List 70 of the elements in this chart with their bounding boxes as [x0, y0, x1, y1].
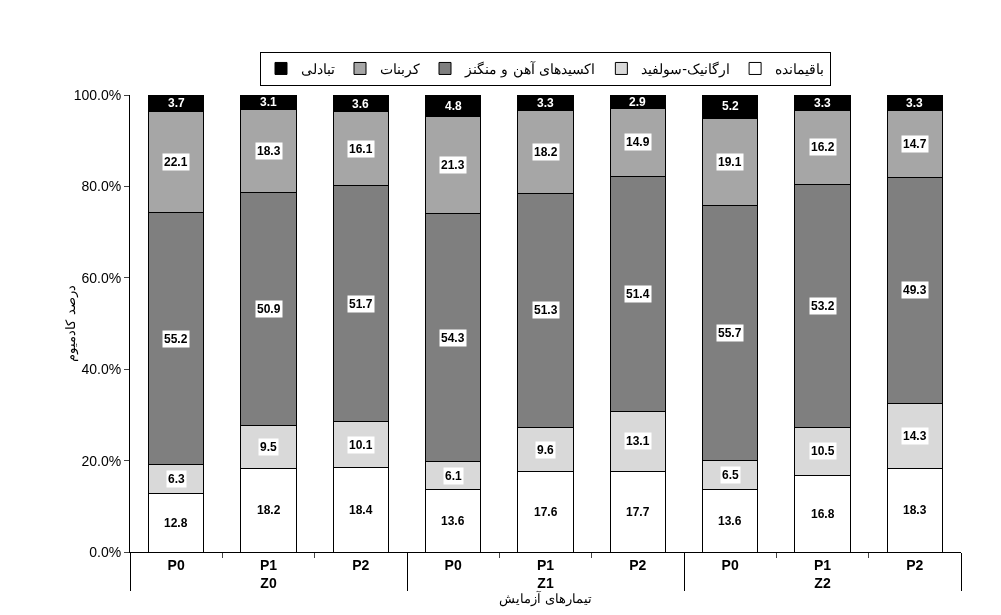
data-label: 6.3	[168, 472, 186, 486]
data-label: 13.6	[718, 514, 742, 528]
data-label: 9.6	[537, 443, 555, 457]
text: Z0	[260, 574, 277, 591]
data-label: 5.2	[722, 99, 740, 113]
data-label: 18.2	[257, 503, 281, 517]
data-label: 16.8	[811, 507, 835, 521]
x-tick-label: P1	[536, 556, 555, 573]
data-label: 54.3	[441, 331, 465, 345]
data-label: 3.6	[352, 97, 370, 111]
data-label: 21.3	[441, 158, 465, 172]
data-label: 14.3	[903, 429, 927, 443]
legend-label: تبادلی	[301, 60, 335, 77]
data-label: 13.1	[626, 434, 650, 448]
legend-label: ارگانیک-سولفید	[641, 60, 731, 78]
data-label: 6.1	[445, 469, 463, 483]
data-label: 51.7	[349, 297, 373, 311]
data-label: 6.5	[722, 468, 740, 482]
data-label: 16.1	[349, 142, 373, 156]
x-tick-label: P2	[352, 556, 370, 573]
data-label: 22.1	[164, 155, 188, 169]
data-label: 55.7	[718, 326, 742, 340]
y-tick-label: 100.0%	[73, 86, 122, 103]
data-label: 10.5	[811, 444, 835, 458]
data-label: 14.9	[626, 135, 650, 149]
data-label: 2.9	[629, 95, 647, 109]
data-label: 3.3	[906, 96, 924, 110]
y-tick-label: 40.0%	[81, 361, 122, 378]
data-label: 3.7	[168, 96, 186, 110]
data-label: 18.3	[903, 503, 927, 517]
x-tick-label: P1	[259, 556, 278, 573]
data-label: 55.2	[164, 332, 188, 346]
y-tick-label: 60.0%	[81, 269, 122, 286]
legend-label: اکسیدهای آهن و منگنز	[464, 59, 596, 78]
x-tick-label: P0	[444, 556, 462, 573]
data-label: 3.1	[260, 95, 278, 109]
x-tick-label: P0	[167, 556, 185, 573]
data-label: 18.4	[349, 503, 373, 517]
data-label: 9.5	[260, 440, 278, 454]
legend-label: کربنات	[380, 60, 420, 78]
legend-label: باقیمانده	[775, 60, 825, 77]
y-tick-label: 80.0%	[81, 178, 122, 195]
x-tick-label: P2	[906, 556, 924, 573]
data-label: 18.3	[257, 144, 281, 158]
text: Z1	[537, 574, 554, 591]
data-label: 14.7	[903, 137, 927, 151]
data-label: 12.8	[164, 516, 188, 530]
data-label: 17.7	[626, 505, 650, 519]
x-tick-label: P2	[629, 556, 647, 573]
data-label: 3.3	[814, 96, 832, 110]
x-tick-label: P0	[721, 556, 739, 573]
x-tick-label: P1	[813, 556, 832, 573]
data-label: 18.2	[534, 145, 558, 159]
data-label: 51.4	[626, 287, 650, 301]
data-label: 4.8	[445, 99, 463, 113]
data-label: 10.1	[349, 438, 373, 452]
data-label: 13.6	[441, 514, 465, 528]
data-label: 51.3	[534, 303, 558, 317]
y-tick-label: 0.0%	[89, 543, 122, 560]
data-label: 17.6	[534, 505, 558, 519]
data-label: 16.2	[811, 140, 835, 154]
data-label: 49.3	[903, 283, 927, 297]
data-label: 50.9	[257, 302, 281, 316]
data-label: 53.2	[811, 299, 835, 313]
data-label: 19.1	[718, 155, 742, 169]
y-axis-title: درصد کادمیوم	[63, 285, 80, 362]
text: Z2	[814, 574, 831, 591]
x-axis-title: تیمارهای آزمایش	[498, 590, 593, 608]
data-label: 3.3	[537, 96, 555, 110]
y-tick-label: 20.0%	[81, 452, 122, 469]
